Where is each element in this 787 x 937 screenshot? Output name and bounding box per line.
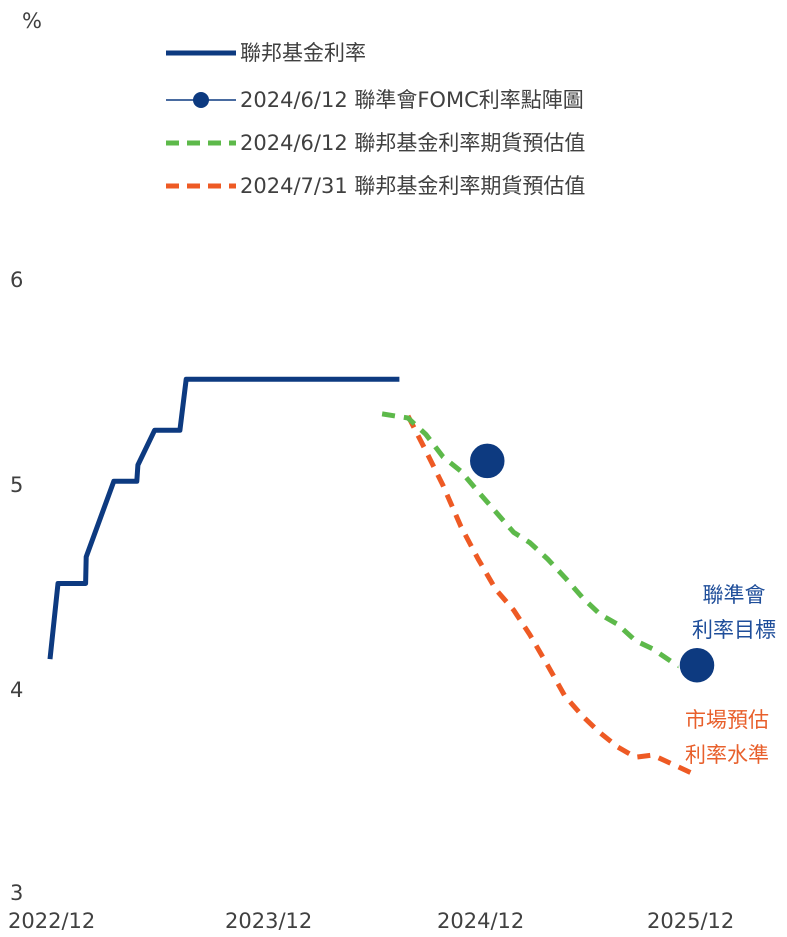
dot-plot-point xyxy=(468,442,507,480)
fed-funds-rate-line xyxy=(47,376,400,660)
legend: 聯邦基金利率 2024/6/12 聯準會FOMC利率點陣圖 2024/6/12 … xyxy=(166,41,585,198)
y-tick-label: 3 xyxy=(10,881,23,905)
legend-dot-plot-marker xyxy=(193,92,209,108)
x-tick-label: 2022/12 xyxy=(8,909,95,933)
legend-label-futures-0731: 2024/7/31 聯邦基金利率期貨預估值 xyxy=(240,174,585,198)
futures-0612-line xyxy=(381,411,699,678)
fomc-target-annotation-line1: 聯準會 xyxy=(703,583,766,607)
market-forecast-annotation-line2: 利率水準 xyxy=(685,743,769,767)
x-tick-label: 2024/12 xyxy=(437,909,524,933)
market-forecast-annotation-line1: 市場預估 xyxy=(685,708,769,732)
x-tick-label: 2023/12 xyxy=(225,909,312,933)
fomc-target-annotation-line2: 利率目標 xyxy=(692,618,776,642)
legend-label-futures-0612: 2024/6/12 聯邦基金利率期貨預估值 xyxy=(240,131,585,155)
plot-area xyxy=(47,376,716,778)
legend-label-fed-funds-rate: 聯邦基金利率 xyxy=(240,41,366,65)
y-tick-label: 6 xyxy=(10,268,23,292)
dot-plot-point xyxy=(678,646,716,684)
y-tick-label: 5 xyxy=(10,473,23,497)
legend-label-dot-plot: 2024/6/12 聯準會FOMC利率點陣圖 xyxy=(240,88,584,112)
y-axis-unit-label: % xyxy=(22,9,42,33)
y-tick-label: 4 xyxy=(10,678,23,702)
x-tick-label: 2025/12 xyxy=(647,909,734,933)
futures-0731-line xyxy=(405,414,699,778)
